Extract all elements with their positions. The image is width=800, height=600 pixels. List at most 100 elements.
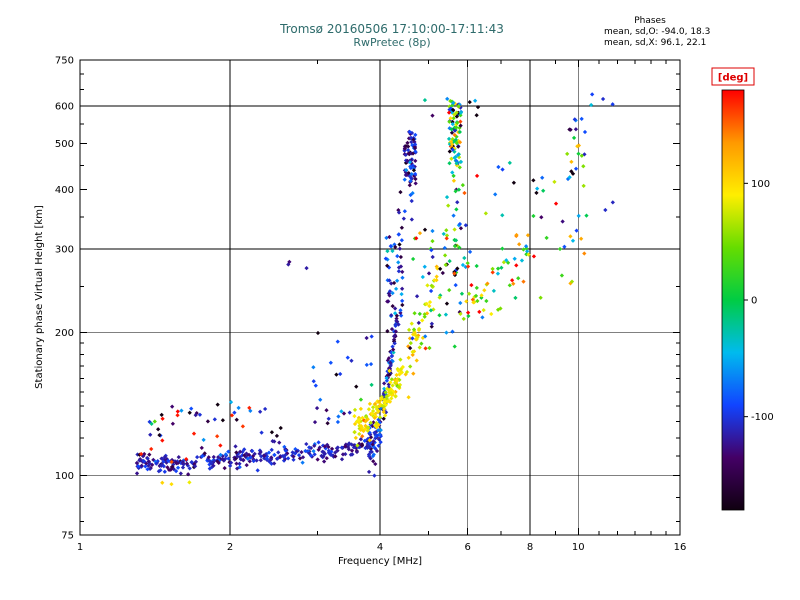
data-point [462, 190, 467, 196]
data-point [410, 352, 415, 357]
data-point [413, 181, 418, 186]
data-point [364, 335, 369, 341]
data-point [369, 334, 374, 339]
data-point [264, 456, 270, 461]
data-point [422, 314, 427, 319]
data-point [385, 248, 390, 254]
data-point [160, 480, 165, 485]
data-point [600, 96, 606, 102]
data-point [175, 465, 181, 470]
data-point [582, 129, 588, 135]
data-point [410, 163, 415, 168]
data-point [365, 428, 370, 433]
data-point [316, 440, 321, 445]
data-point [404, 167, 409, 173]
data-point [430, 239, 435, 244]
data-point [544, 235, 549, 241]
data-point [384, 375, 389, 381]
data-point [202, 451, 207, 456]
data-point [312, 443, 317, 448]
data-point [422, 227, 428, 232]
data-point [187, 410, 192, 415]
y-tick-label: 75 [61, 531, 74, 542]
data-point [175, 409, 180, 414]
data-point [341, 411, 347, 416]
data-point [435, 266, 440, 271]
data-point [227, 463, 233, 468]
phase-stats: Phases mean, sd,O: -94.0, 18.3 mean, sd,… [604, 16, 710, 48]
chart-title: Tromsø 20160506 17:10:00-17:11:43 [279, 22, 504, 36]
data-point [215, 434, 220, 439]
x-tick-label: 1 [77, 542, 83, 553]
x-tick-label: 6 [465, 542, 471, 553]
data-point [232, 410, 237, 415]
data-point [212, 417, 217, 422]
data-point [560, 219, 565, 224]
data-point [443, 312, 449, 317]
data-point [474, 263, 479, 269]
data-point [475, 298, 480, 304]
data-point [329, 452, 334, 457]
data-point [429, 248, 434, 253]
data-point [197, 412, 203, 417]
data-point [392, 306, 398, 311]
data-point [383, 256, 388, 261]
data-point [438, 266, 443, 271]
data-point [314, 406, 320, 411]
data-point [369, 411, 375, 416]
data-point [409, 321, 414, 326]
data-point [315, 330, 321, 336]
data-point [291, 454, 296, 459]
data-point [389, 313, 394, 318]
data-point [454, 207, 459, 212]
data-point [304, 441, 309, 447]
data-point [413, 158, 418, 164]
data-point [398, 254, 404, 260]
data-point [411, 371, 416, 376]
data-point [142, 459, 147, 464]
data-point [316, 447, 321, 452]
data-point [313, 383, 318, 388]
data-point [354, 449, 360, 455]
data-point [388, 360, 393, 365]
data-point [562, 244, 567, 249]
gridlines-layer [80, 60, 680, 535]
data-point [360, 415, 365, 420]
data-point [407, 183, 412, 188]
data-point [452, 128, 458, 133]
data-point [134, 471, 140, 476]
data-point [398, 310, 403, 316]
data-point [428, 308, 434, 313]
data-point [195, 455, 200, 460]
data-point [200, 454, 205, 459]
data-point [406, 144, 411, 149]
data-point [451, 100, 456, 106]
colorbar-ticks: 100 0 -100 [744, 179, 774, 423]
data-point [307, 445, 312, 450]
data-point [300, 460, 305, 465]
data-point [396, 322, 401, 327]
data-point [390, 344, 395, 349]
data-point [287, 259, 292, 264]
data-point [395, 254, 400, 259]
data-point [364, 414, 369, 420]
data-point [335, 419, 341, 425]
data-point [393, 394, 398, 399]
data-point [417, 231, 423, 236]
data-point [274, 433, 280, 438]
data-point [377, 415, 383, 420]
data-point [495, 266, 501, 271]
data-point [410, 336, 415, 341]
data-point [192, 464, 198, 469]
data-point [291, 457, 296, 462]
data-point [371, 420, 376, 425]
data-point [393, 329, 398, 334]
data-point [352, 413, 357, 419]
data-point [446, 136, 452, 142]
data-point [477, 309, 482, 314]
data-point [378, 440, 383, 445]
data-point [582, 251, 587, 256]
data-point [358, 397, 364, 402]
data-point [447, 149, 452, 154]
data-point [357, 431, 362, 437]
